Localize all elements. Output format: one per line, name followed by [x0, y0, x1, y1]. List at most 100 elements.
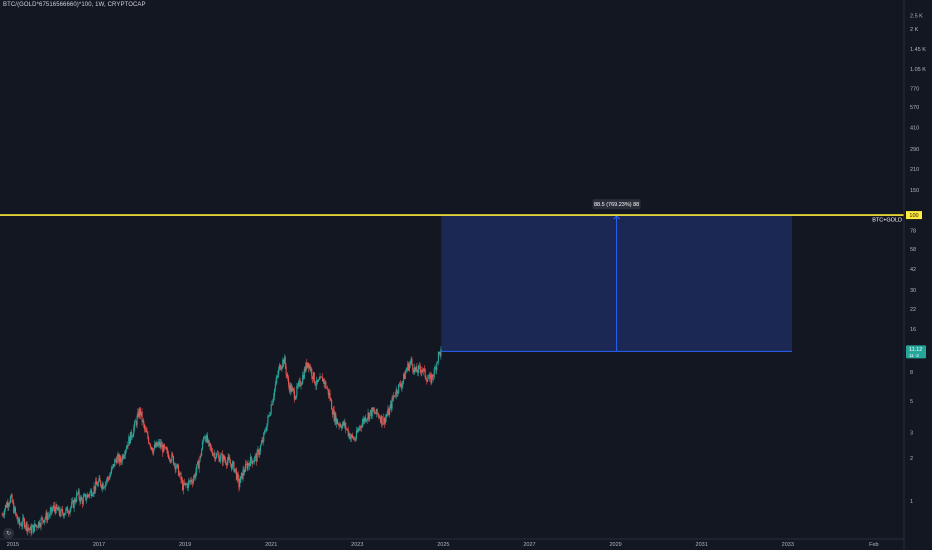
- candle-body: [321, 376, 324, 382]
- candle-body: [312, 376, 314, 380]
- candle-body: [34, 523, 36, 527]
- x-tick-label: 2019: [179, 542, 191, 548]
- candle-body: [14, 507, 16, 514]
- candle-body: [313, 372, 315, 383]
- candle-body: [110, 468, 112, 474]
- y-tick-label: 2 K: [910, 27, 919, 33]
- candle-body: [432, 374, 434, 378]
- candle-body: [147, 432, 149, 438]
- candle-body: [139, 408, 141, 418]
- candle-body: [380, 415, 382, 423]
- candle-body: [413, 367, 415, 373]
- candle-body: [164, 447, 166, 448]
- y-tick-label: 8: [910, 370, 913, 376]
- candle-body: [72, 500, 74, 508]
- candle-body: [382, 423, 384, 425]
- candle-body: [321, 376, 323, 378]
- candle-body: [297, 382, 300, 387]
- candle-body: [95, 481, 97, 491]
- candle-body: [336, 419, 338, 425]
- candle-body: [17, 519, 19, 522]
- candle-body: [206, 435, 208, 442]
- candle-body: [66, 507, 68, 509]
- candle-body: [140, 411, 142, 416]
- candle-body: [30, 526, 32, 534]
- candle-body: [59, 513, 61, 516]
- candle-body: [374, 413, 377, 414]
- symbol-title[interactable]: BTC/(GOLD*67516566660)*100, 1W, CRYPTOCA…: [3, 2, 146, 8]
- candle-body: [27, 527, 29, 532]
- candle-body: [370, 410, 372, 417]
- candle-body: [423, 368, 425, 370]
- candle-body: [35, 525, 37, 527]
- x-axis[interactable]: 2015 2017 2019 2021 2023 2025 2027 2029 2031 2033…: [0, 538, 904, 548]
- y-tick-label: 150: [910, 188, 919, 194]
- candle-body: [373, 410, 375, 412]
- candle-body: [9, 502, 11, 505]
- candle-body: [230, 464, 233, 469]
- candle-body: [405, 370, 407, 373]
- candle-body: [41, 517, 43, 519]
- candle-body: [179, 472, 181, 474]
- x-tick-label: 2015: [7, 542, 19, 548]
- candle-body: [175, 467, 177, 470]
- candle-body: [316, 379, 318, 386]
- candle-body: [185, 483, 187, 485]
- candle-body: [376, 408, 378, 414]
- y-axis[interactable]: 2.5 K 2 K 1.45 K 1.05 K 770 570 410 290 210 150 78…: [903, 0, 926, 550]
- candle-body: [244, 471, 246, 473]
- candle-body: [71, 500, 74, 502]
- candle-body: [353, 438, 355, 440]
- candle-body: [267, 416, 269, 424]
- candle-body: [349, 433, 351, 439]
- candle-body: [177, 464, 179, 466]
- candle-body: [226, 460, 228, 466]
- level-value-badge[interactable]: [906, 211, 922, 220]
- candle-body: [287, 376, 289, 379]
- candle-body: [40, 518, 42, 527]
- y-tick-label: 30: [910, 288, 916, 294]
- candle-body: [368, 412, 370, 420]
- candle-body: [154, 444, 156, 448]
- last-price-value: 11.12: [909, 347, 922, 353]
- candle-body: [302, 375, 305, 379]
- candle-body: [11, 494, 13, 503]
- last-price-badge[interactable]: [906, 345, 926, 359]
- candle-body: [367, 412, 369, 419]
- candle-body: [103, 487, 105, 489]
- candle-body: [189, 480, 191, 482]
- y-tick-label: 2.5 K: [910, 13, 923, 19]
- candle-body: [49, 510, 51, 516]
- x-tick-label: 2033: [782, 542, 794, 548]
- projection-layer[interactable]: 88.5 (769.23%) 88: [441, 199, 792, 352]
- candle-body: [130, 431, 132, 438]
- candle-body: [26, 522, 28, 532]
- candle-body: [240, 472, 242, 477]
- candle-body: [159, 442, 161, 446]
- candle-body: [422, 368, 425, 372]
- candle-body: [326, 388, 329, 389]
- candle-body: [304, 368, 306, 372]
- candle-body: [98, 477, 100, 482]
- tradingview-logo-icon[interactable]: ↻: [3, 528, 14, 539]
- candle-body: [205, 436, 207, 442]
- candle-body: [119, 456, 122, 462]
- candle-body: [263, 432, 265, 442]
- candle-body: [62, 509, 64, 514]
- level-layer[interactable]: BTC+GOLD: [0, 214, 904, 224]
- candle-body: [422, 370, 424, 372]
- x-tick-label: 2021: [265, 542, 277, 548]
- candle-body: [33, 525, 35, 532]
- candle-body: [244, 463, 247, 472]
- candle-body: [295, 395, 297, 400]
- candle-body: [89, 492, 91, 496]
- candle-body: [288, 378, 290, 386]
- projection-label-badge[interactable]: [592, 199, 641, 210]
- candle-body: [166, 449, 168, 450]
- candle-body: [360, 425, 362, 428]
- candle-body: [105, 480, 108, 483]
- candle-body: [297, 385, 299, 387]
- candle-body: [365, 417, 367, 422]
- candle-body: [199, 455, 201, 462]
